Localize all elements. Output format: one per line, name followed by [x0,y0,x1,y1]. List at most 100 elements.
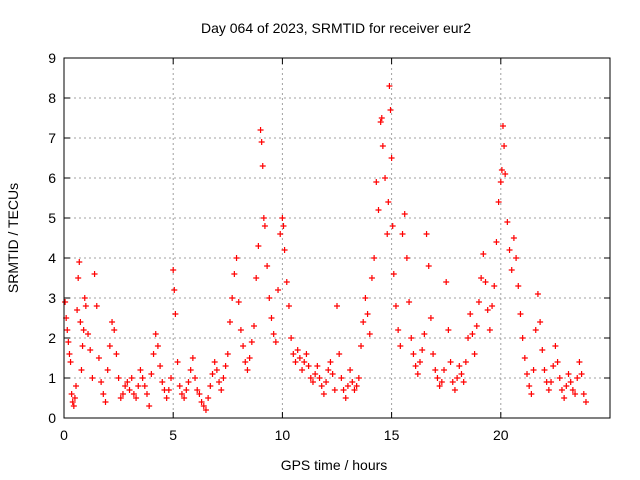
data-point [561,395,568,401]
data-point [200,403,207,409]
data-point [430,351,437,357]
data-point [539,347,546,353]
data-point [336,351,343,357]
data-point [454,375,461,381]
data-point [421,331,428,337]
data-point [268,315,275,321]
data-point [325,367,332,373]
data-point [344,383,351,389]
data-point [513,255,520,261]
data-point [351,387,358,393]
y-tick-label: 9 [48,50,56,66]
data-point [517,311,524,317]
data-point [106,343,113,349]
data-point [205,395,212,401]
data-point [229,295,236,301]
data-point [432,367,439,373]
data-point [296,355,303,361]
data-point [165,387,172,393]
data-point [237,327,244,333]
data-point [375,207,382,213]
y-axis-label: SRMTID / TECUs [5,183,21,293]
data-point [66,351,73,357]
data-point [154,343,161,349]
data-point [67,359,74,365]
data-point [259,163,266,169]
data-point [65,339,72,345]
data-point [170,267,177,273]
data-point [392,303,399,309]
data-point [258,139,265,145]
data-point [109,319,116,325]
data-point [174,359,181,365]
data-point [456,363,463,369]
data-point [510,235,517,241]
data-point [290,351,297,357]
data-point [81,295,88,301]
data-point [410,351,417,357]
data-point [85,331,92,337]
data-point [189,355,196,361]
data-point [471,351,478,357]
data-point [548,379,555,385]
data-point [320,391,327,397]
data-point [146,403,153,409]
data-point [389,223,396,229]
data-point [399,231,406,237]
y-tick-label: 6 [48,170,56,186]
data-point [253,275,260,281]
data-point [218,387,225,393]
data-point [541,367,548,373]
data-point [545,387,552,393]
data-point [406,299,413,305]
data-point [139,375,146,381]
data-point [414,371,421,377]
data-point [181,395,188,401]
data-point [443,279,450,285]
data-point [368,275,375,281]
data-point [163,395,170,401]
data-point [397,343,404,349]
data-point [309,379,316,385]
data-point [574,375,581,381]
data-point [366,331,373,337]
y-tick-label: 7 [48,130,56,146]
data-point [192,375,199,381]
data-point [489,303,496,309]
data-point [554,359,561,365]
data-point [292,359,299,365]
data-point [113,351,120,357]
data-point [578,371,585,377]
data-point [126,387,133,393]
data-point [495,199,502,205]
y-tick-label: 4 [48,250,56,266]
data-point [349,379,356,385]
data-point [532,327,539,333]
data-point [473,323,480,329]
data-point [301,359,308,365]
data-point [119,391,126,397]
data-point [211,359,218,365]
data-point [438,379,445,385]
data-point [111,327,118,333]
data-point [408,335,415,341]
data-point [226,319,233,325]
data-point [183,387,190,393]
data-point [338,375,345,381]
data-point [524,371,531,377]
data-point [135,383,142,389]
data-point [159,379,166,385]
data-point [484,307,491,313]
data-point [187,367,194,373]
data-point [550,363,557,369]
data-point [244,367,251,373]
data-point [70,403,77,409]
data-point [563,383,570,389]
data-point [497,179,504,185]
data-point [347,367,354,373]
data-point [521,355,528,361]
y-tick-label: 5 [48,210,56,226]
data-point [580,391,587,397]
data-point [327,359,334,365]
data-point [74,307,81,313]
